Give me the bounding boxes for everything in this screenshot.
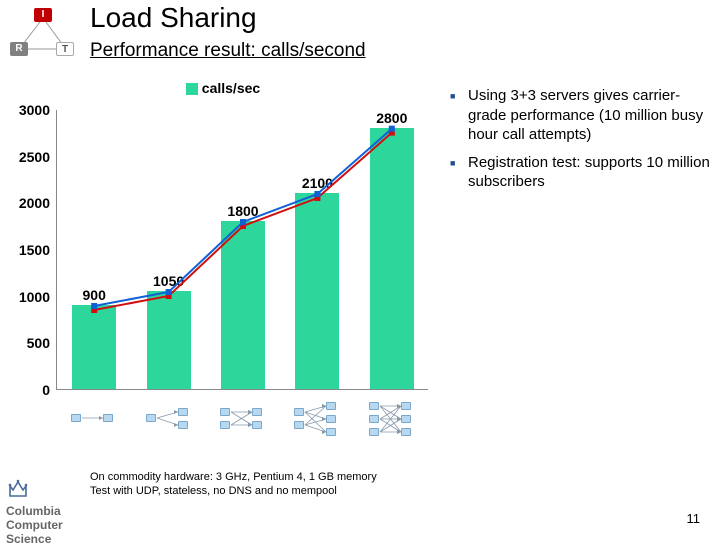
chart-plot: 900 1050 1800 2100 2800 — [56, 110, 428, 390]
columbia-text-2: Computer — [6, 519, 84, 533]
bar-label: 1050 — [139, 273, 199, 289]
bullet-text: Registration test: supports 10 million s… — [468, 153, 710, 192]
columbia-text-3: Science — [6, 533, 84, 546]
footer-line-1: On commodity hardware: 3 GHz, Pentium 4,… — [90, 470, 377, 484]
logo-node: T — [56, 42, 74, 56]
page-number: 11 — [687, 511, 701, 526]
bullet-text: Using 3+3 servers gives carrier-grade pe… — [468, 86, 710, 145]
y-tick: 2500 — [8, 149, 56, 165]
bar — [295, 193, 339, 389]
bullet-marker: ■ — [450, 153, 468, 192]
y-tick: 0 — [8, 382, 56, 398]
config-diagram — [365, 396, 417, 441]
bullet-item: ■Registration test: supports 10 million … — [450, 153, 710, 192]
bullet-marker: ■ — [450, 86, 468, 145]
y-tick: 500 — [8, 335, 56, 351]
crown-icon — [6, 478, 30, 500]
bar — [147, 291, 191, 389]
logo-triangle: IRT — [10, 8, 70, 63]
bullet-list: ■Using 3+3 servers gives carrier-grade p… — [450, 86, 710, 200]
config-diagram — [67, 396, 119, 441]
legend-label: calls/sec — [202, 80, 260, 96]
bullet-item: ■Using 3+3 servers gives carrier-grade p… — [450, 86, 710, 145]
chart-area: calls/sec 0 500 1000 1500 2000 2500 3000 900 10… — [8, 80, 438, 450]
columbia-text-1: Columbia — [6, 505, 84, 519]
slide-subtitle: Performance result: calls/second — [90, 40, 366, 62]
bar-label: 2100 — [287, 175, 347, 191]
logo-node: I — [34, 8, 52, 22]
footer-line-2: Test with UDP, stateless, no DNS and no … — [90, 484, 377, 498]
footer-notes: On commodity hardware: 3 GHz, Pentium 4,… — [90, 470, 377, 499]
legend-swatch — [186, 83, 198, 95]
y-tick: 2000 — [8, 195, 56, 211]
config-diagram — [290, 396, 342, 441]
bar — [221, 221, 265, 389]
bar-label: 2800 — [362, 110, 422, 126]
bar-label: 1800 — [213, 203, 273, 219]
config-diagram — [142, 396, 194, 441]
bar-label: 900 — [64, 287, 124, 303]
bar — [370, 128, 414, 389]
y-tick: 1500 — [8, 242, 56, 258]
chart-legend: calls/sec — [8, 80, 438, 96]
logo-node: R — [10, 42, 28, 56]
y-tick: 1000 — [8, 289, 56, 305]
slide-title: Load Sharing — [90, 2, 257, 34]
columbia-logo: Columbia Computer Science — [6, 478, 84, 546]
y-tick: 3000 — [8, 102, 56, 118]
bar — [72, 305, 116, 389]
config-diagram — [216, 396, 268, 441]
x-axis-diagrams — [56, 396, 428, 441]
